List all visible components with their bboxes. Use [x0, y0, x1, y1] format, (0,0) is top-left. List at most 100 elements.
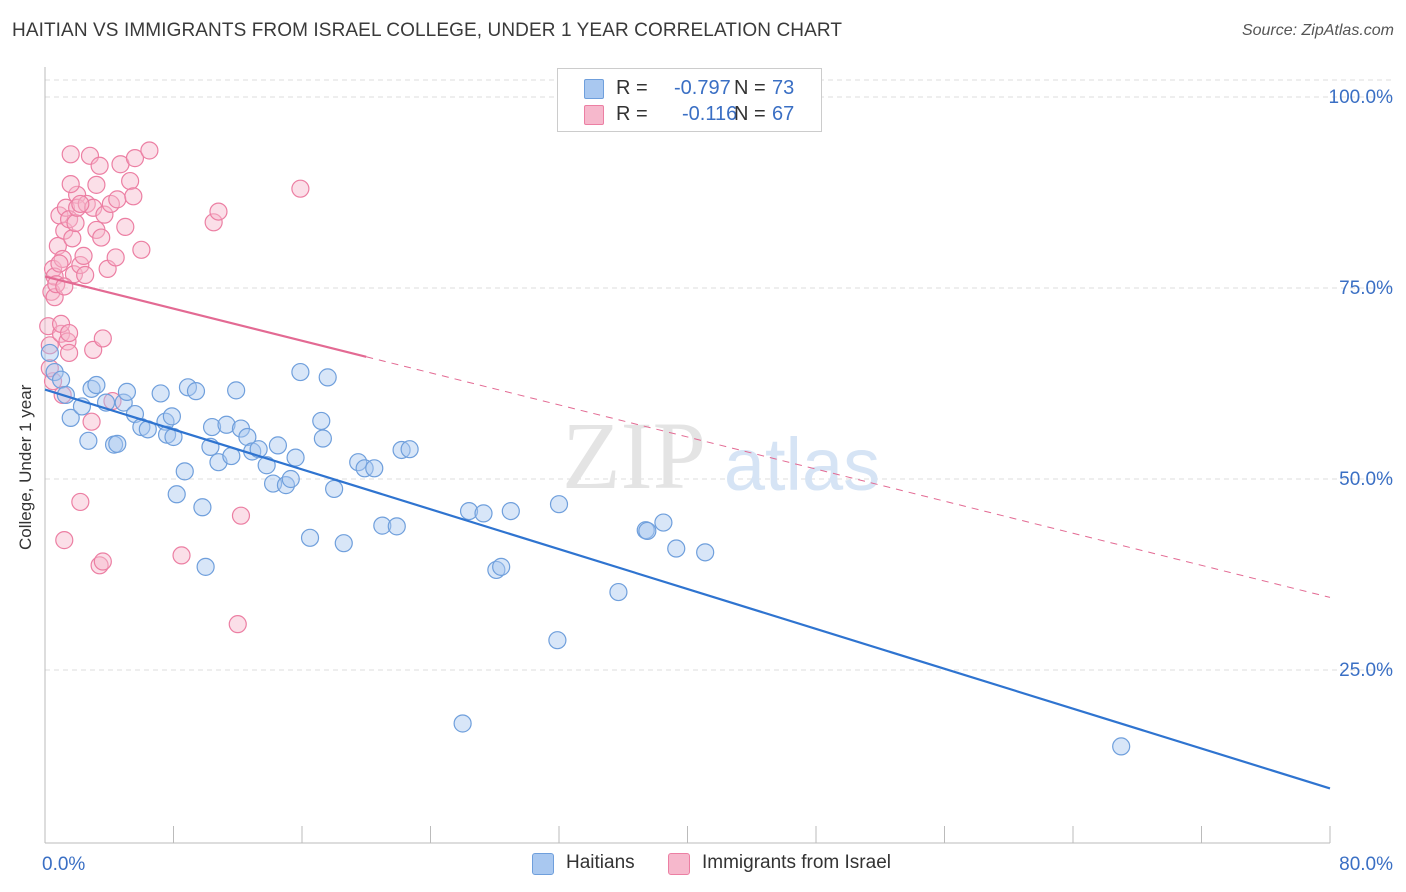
haitian-point [313, 429, 332, 448]
israel-point [108, 190, 127, 209]
haitian-point [487, 560, 506, 580]
haitian-point [548, 631, 567, 650]
pink-swatch [668, 853, 690, 875]
israel-point [50, 254, 69, 273]
haitian-point [474, 504, 493, 523]
haitian-point [87, 375, 106, 395]
israel-points [39, 141, 310, 634]
haitian-point [108, 434, 127, 453]
israel-point [61, 145, 80, 164]
haitian-trend-line [44, 388, 1331, 790]
haitian-point [186, 382, 206, 401]
haitian-point [334, 534, 353, 553]
haitian-point [667, 539, 686, 558]
n-label: N = [734, 77, 766, 99]
israel-point [140, 141, 159, 160]
haitian-point [257, 456, 276, 475]
haitian-point [312, 411, 331, 431]
grid-lines [45, 79, 1393, 671]
israel-point [291, 179, 310, 198]
haitian-point [501, 501, 520, 521]
haitian-point [40, 343, 59, 363]
haitian-point [696, 543, 715, 562]
haitian-point [238, 427, 257, 447]
haitian-point [61, 408, 80, 427]
israel-point [132, 240, 151, 259]
israel-trend-extension [366, 356, 1331, 598]
haitian-point [193, 498, 212, 517]
israel-point [172, 546, 191, 565]
haitian-points [40, 343, 1131, 756]
legend-label: Haitians [566, 852, 635, 873]
watermark: ZIP atlas [562, 402, 880, 509]
y-tick-label: 75.0% [1339, 278, 1393, 299]
trend-lines [44, 275, 1331, 790]
chart-title: HAITIAN VS IMMIGRANTS FROM ISRAEL COLLEG… [12, 20, 843, 41]
israel-point [40, 336, 59, 355]
haitian-point [151, 384, 170, 403]
israel-point [71, 194, 90, 214]
israel-trend-line [44, 275, 367, 358]
haitian-point [291, 362, 310, 382]
blue-swatch [584, 79, 604, 99]
haitian-point [117, 382, 137, 402]
x-tick-label: 0.0% [42, 854, 85, 875]
watermark-zip: ZIP [562, 402, 706, 509]
n-label: N = [734, 103, 766, 125]
r-value: -0.116 [682, 103, 738, 125]
israel-point [93, 552, 112, 571]
source-credit: Source: ZipAtlas.com [1241, 22, 1394, 39]
haitian-point [276, 476, 296, 495]
pink-swatch [584, 105, 604, 125]
r-label: R = [616, 77, 648, 99]
tick-labels: 25.0% 50.0% 75.0% 100.0% 0.0% 80.0% [42, 87, 1393, 875]
israel-point [124, 187, 143, 206]
blue-swatch [532, 853, 554, 875]
israel-point [71, 492, 90, 512]
haitian-point [636, 521, 655, 540]
r-label: R = [616, 103, 648, 125]
israel-point [55, 531, 74, 550]
haitian-point [202, 417, 222, 437]
haitian-point [638, 521, 657, 541]
axes [44, 67, 1331, 844]
r-value: -0.797 [674, 77, 731, 99]
y-tick-label: 25.0% [1339, 660, 1393, 681]
israel-point [209, 202, 228, 221]
y-tick-label: 100.0% [1329, 87, 1394, 108]
israel-point [92, 228, 111, 247]
israel-point [93, 329, 112, 348]
haitian-point [325, 479, 344, 499]
israel-point [74, 246, 93, 266]
israel-point [106, 248, 125, 267]
haitian-point [609, 582, 628, 602]
haitian-point [51, 370, 71, 389]
haitian-point [196, 557, 215, 576]
haitian-point [217, 415, 236, 434]
israel-point [87, 175, 106, 194]
y-tick-label: 50.0% [1339, 469, 1393, 490]
israel-point [61, 174, 80, 194]
haitian-point [549, 495, 569, 514]
haitian-point [654, 513, 673, 532]
haitian-point [365, 459, 384, 478]
n-value: 67 [772, 103, 795, 125]
haitian-point [286, 448, 305, 467]
haitian-point [162, 407, 181, 426]
watermark-atlas: atlas [724, 423, 880, 506]
haitian-point [1112, 737, 1131, 756]
israel-point [95, 205, 114, 224]
israel-point [116, 217, 135, 236]
haitian-point [453, 714, 472, 733]
israel-point [63, 229, 82, 248]
israel-point [231, 506, 251, 525]
israel-point [80, 146, 100, 165]
israel-point [59, 343, 79, 363]
israel-point [82, 412, 101, 431]
israel-point [228, 615, 247, 634]
israel-point [90, 156, 109, 175]
haitian-point [281, 469, 300, 489]
israel-point [121, 171, 140, 191]
haitian-point [167, 485, 186, 504]
haitian-point [300, 528, 320, 547]
